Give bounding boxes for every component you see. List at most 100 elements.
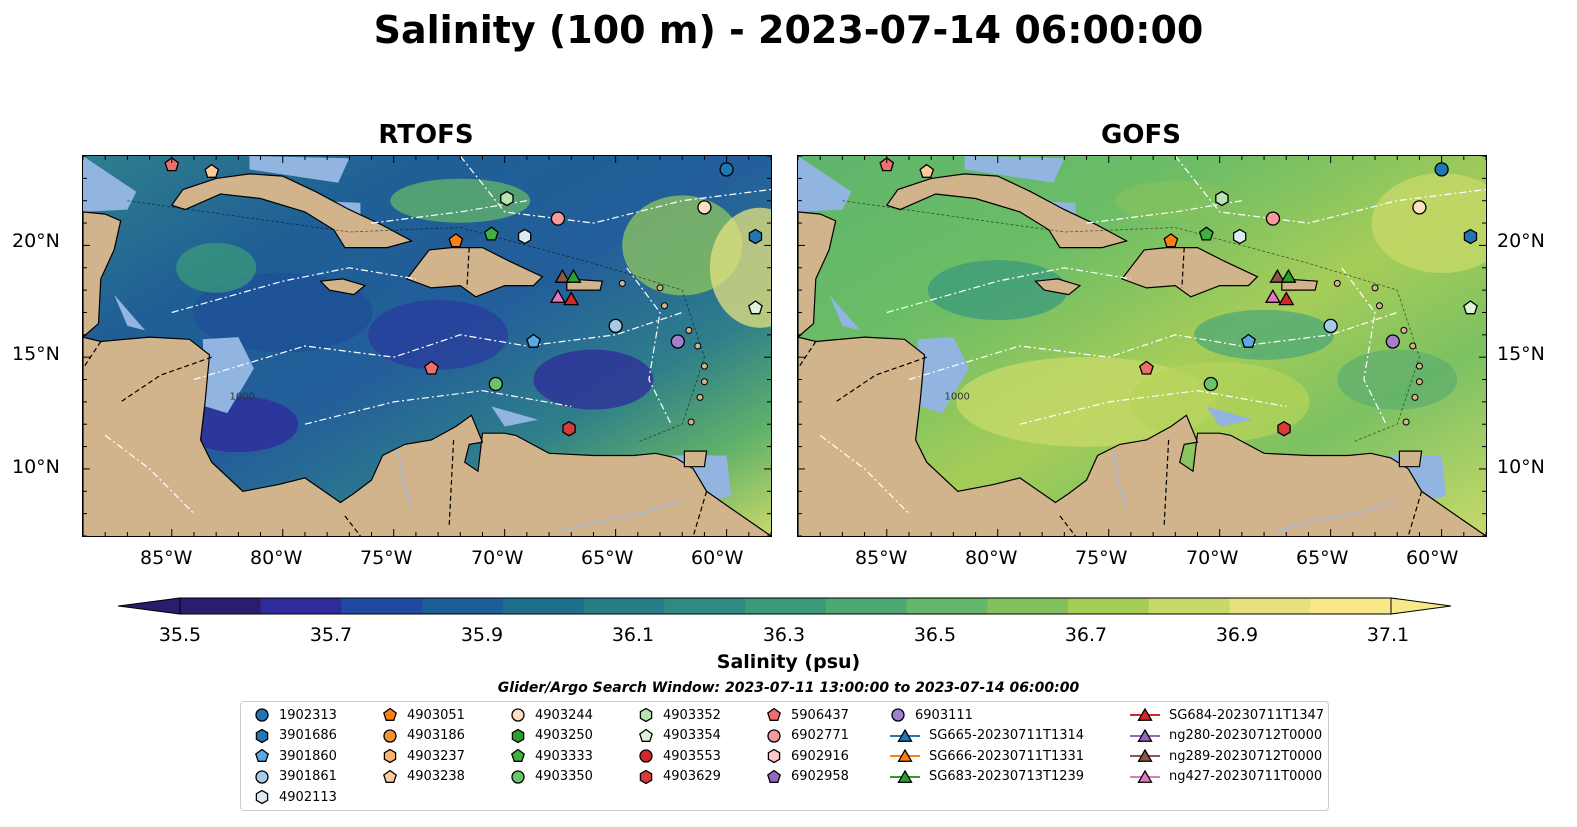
legend-label: 4903333 — [535, 748, 593, 764]
shallow-shelf — [249, 156, 350, 183]
colorbar-tick-label: 36.1 — [611, 624, 655, 646]
lat-tick-label: 20°N — [12, 230, 60, 252]
legend-marker — [383, 707, 397, 721]
legend-label: 4903352 — [663, 707, 721, 723]
legend-item: 4903051 — [381, 705, 465, 725]
legend-marker — [383, 748, 397, 764]
small-island — [1415, 378, 1423, 386]
legend-label: SG665-20230711T1314 — [929, 728, 1085, 743]
shallow-shelf — [1206, 406, 1253, 427]
platform-marker-4903051 — [1163, 233, 1179, 248]
platform-marker-6902771 — [1265, 211, 1281, 226]
country-border — [798, 341, 817, 369]
pentagon-icon — [639, 728, 653, 742]
platform-marker-4903051 — [448, 233, 464, 248]
small-island — [687, 418, 695, 426]
circle-icon — [639, 749, 653, 763]
colorbar-tick-label: 36.9 — [1215, 624, 1259, 646]
small-island — [696, 393, 704, 401]
pentagon-icon — [767, 769, 781, 783]
small-island — [685, 326, 693, 334]
legend-marker — [897, 769, 913, 783]
salinity-eddy — [927, 260, 1068, 321]
colorbar-tick-label: 36.5 — [913, 624, 957, 646]
trinidad-land — [1398, 450, 1423, 468]
legend-marker — [639, 707, 653, 723]
river — [1112, 448, 1128, 508]
eez-boundary — [819, 434, 910, 515]
legend-label: SG666-20230711T1331 — [929, 748, 1085, 764]
eez-boundary — [1019, 390, 1287, 425]
country-border — [83, 341, 102, 369]
colorbar-extend-low — [117, 597, 181, 615]
small-island — [660, 302, 668, 310]
legend-label: 4903629 — [663, 769, 721, 784]
triangle-line-icon — [890, 728, 920, 742]
central-south-america-land — [83, 211, 771, 536]
colorbar-tick-label: 35.7 — [309, 624, 353, 646]
legend-marker — [1137, 728, 1153, 742]
hexagon-icon — [255, 789, 269, 805]
lon-tick-label: 65°W — [1296, 547, 1349, 569]
legend-label: 3901686 — [279, 728, 337, 743]
colorbar-segment — [1310, 598, 1392, 614]
hispaniola-land — [1121, 246, 1259, 298]
lat-tick-label: 10°N — [12, 456, 60, 478]
legend-label: 4903238 — [407, 769, 465, 784]
legend-marker — [255, 728, 269, 743]
legend-label: 4903354 — [663, 728, 721, 743]
platform-marker-4903354 — [748, 300, 763, 315]
salinity-eddy — [1337, 349, 1458, 410]
colorbar-segment — [341, 598, 423, 614]
hexagon-icon — [767, 748, 781, 764]
colorbar-segment — [502, 598, 585, 614]
central-south-america-land — [798, 211, 1486, 536]
lon-tick-label: 75°W — [1075, 547, 1128, 569]
shallow-shelf — [917, 337, 969, 414]
country-border — [835, 356, 927, 403]
platform-marker-ng289-20230712T0000 — [554, 268, 571, 283]
pentagon-icon — [767, 707, 781, 721]
eez-boundary — [304, 390, 572, 425]
salinity-eddy — [1115, 180, 1236, 221]
legend-label: 3901861 — [279, 769, 337, 784]
platform-marker-3901861 — [1323, 318, 1338, 334]
circle-icon — [767, 728, 781, 743]
legend-item: 6902958 — [765, 767, 849, 787]
legend-item: ng427-20230711T0000 — [1129, 767, 1322, 787]
legend-marker — [767, 707, 781, 721]
legend-item: 3901861 — [253, 767, 337, 787]
lon-tick-label: 65°W — [581, 547, 634, 569]
colorbar-extend-high — [1390, 597, 1452, 615]
legend-item: 4903237 — [381, 746, 465, 766]
colorbar-segment — [422, 598, 504, 614]
legend-marker — [511, 748, 525, 762]
salinity-eddy — [176, 242, 257, 293]
map-canvas: 1000 — [83, 156, 771, 536]
legend-label: ng280-20230712T0000 — [1169, 728, 1323, 743]
legend-marker — [255, 769, 269, 784]
colorbar-segment — [180, 598, 262, 614]
legend-item: ng289-20230712T0000 — [1129, 746, 1322, 766]
legend-marker — [255, 708, 269, 722]
platform-marker-3901861 — [608, 318, 623, 334]
lat-tick-label: 10°N — [1497, 456, 1545, 478]
legend-label: SG684-20230711T1347 — [1169, 707, 1325, 723]
legend-label: 4903553 — [663, 748, 721, 764]
rtofs-map: 1000 — [82, 155, 772, 537]
legend-label: 6903111 — [915, 707, 973, 723]
salinity-eddy — [192, 272, 373, 353]
colorbar-tick-label: 35.9 — [460, 624, 504, 646]
legend-item: 1902313 — [253, 705, 337, 725]
legend-marker — [897, 728, 913, 742]
legend-item: 4903352 — [637, 705, 721, 725]
map-canvas: 1000 — [798, 156, 1486, 536]
platform-marker-4903238 — [204, 163, 220, 178]
legend-marker — [511, 708, 525, 722]
platform-marker-4903352 — [1215, 190, 1229, 207]
legend-item: 4903250 — [509, 726, 593, 746]
salinity-eddy — [1194, 309, 1335, 360]
hexagon-icon — [639, 707, 653, 723]
platform-marker-4903333 — [1198, 226, 1214, 241]
hexagon-icon — [383, 748, 397, 764]
